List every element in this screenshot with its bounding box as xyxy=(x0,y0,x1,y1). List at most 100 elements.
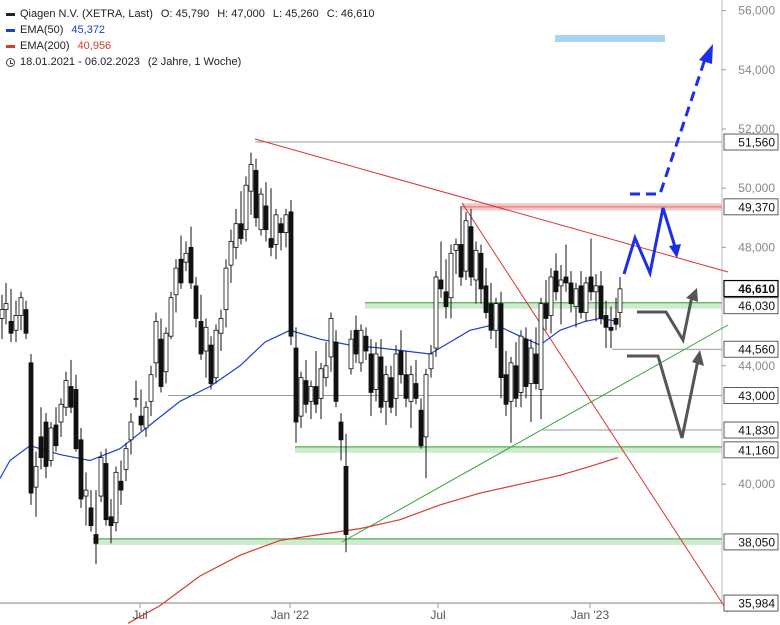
candle xyxy=(283,208,289,248)
candle-body xyxy=(0,309,5,319)
candle xyxy=(593,274,599,322)
candle xyxy=(178,235,184,289)
candle-body xyxy=(358,329,364,364)
candles xyxy=(0,152,623,565)
open-value: O: 45,790 xyxy=(160,8,210,20)
candle-body xyxy=(513,365,519,399)
consolidation-arrow xyxy=(637,295,694,345)
candle-body xyxy=(103,463,109,521)
candle xyxy=(228,229,234,283)
candle-body xyxy=(158,338,164,387)
y-axis: 56,000 54,000 52,000 50,000 48,000 44,000 40,0… xyxy=(722,4,779,612)
support-resistance-zones xyxy=(0,35,722,604)
candle-body xyxy=(43,421,49,467)
arrowhead xyxy=(686,288,698,302)
candle xyxy=(553,253,559,301)
candle-body xyxy=(18,297,24,316)
ema200-value: 40,956 xyxy=(77,40,112,52)
candle xyxy=(413,359,419,405)
candle xyxy=(78,427,84,508)
candle-body xyxy=(588,276,594,293)
candle xyxy=(293,327,299,443)
candle-body xyxy=(173,267,179,296)
candle-body xyxy=(478,252,484,290)
candle-body xyxy=(328,318,334,358)
level-label: 46,610 xyxy=(738,282,775,296)
candle xyxy=(338,413,344,461)
candle xyxy=(568,271,574,313)
candle-body xyxy=(308,386,314,402)
candle xyxy=(218,309,224,351)
candle xyxy=(528,339,534,423)
support-zone xyxy=(295,446,722,453)
candle xyxy=(118,460,124,505)
candle xyxy=(613,297,619,331)
candle-body xyxy=(273,214,279,245)
level-label: 35,984 xyxy=(738,597,775,611)
candle-body xyxy=(193,285,199,319)
candle xyxy=(308,380,314,420)
candle xyxy=(358,324,364,372)
ema50-swatch xyxy=(6,28,15,32)
candle xyxy=(163,327,169,384)
candle-body xyxy=(113,471,119,524)
candle xyxy=(368,339,374,417)
candle xyxy=(73,374,79,452)
y-tick-label: 54,000 xyxy=(738,63,775,77)
candle xyxy=(98,451,104,502)
candle xyxy=(438,241,444,298)
candle xyxy=(498,291,504,399)
candle xyxy=(13,300,19,343)
steep-downtrend-line-red xyxy=(461,202,729,613)
candle xyxy=(168,291,174,340)
candle-body xyxy=(128,421,134,441)
candle-body xyxy=(208,344,214,384)
candle xyxy=(248,152,254,215)
candle-body xyxy=(598,285,604,319)
candle-body xyxy=(617,288,623,313)
candle xyxy=(238,191,244,245)
candle xyxy=(378,339,384,414)
level-label: 38,050 xyxy=(738,535,775,549)
level-label-box xyxy=(723,279,779,298)
candle-body xyxy=(168,297,174,337)
candle-body xyxy=(498,303,504,379)
candle xyxy=(533,327,539,390)
candle xyxy=(303,359,309,414)
candle xyxy=(158,318,164,393)
ema50-value: 45,372 xyxy=(71,24,106,36)
candle xyxy=(573,282,579,328)
candle xyxy=(513,342,519,408)
candle-body xyxy=(443,291,449,307)
candle-body xyxy=(13,315,19,331)
candle xyxy=(53,407,59,452)
candle xyxy=(433,271,439,357)
candle-body xyxy=(603,315,609,328)
candle xyxy=(138,389,144,431)
candle-body xyxy=(268,238,274,248)
candle xyxy=(63,371,69,417)
low-value: L: 45,260 xyxy=(272,8,319,20)
candle xyxy=(578,271,584,319)
candle xyxy=(123,442,129,482)
candle-body xyxy=(218,318,224,334)
candle-body xyxy=(593,285,599,293)
y-tick-label: 40,000 xyxy=(738,477,775,491)
candle xyxy=(298,371,304,428)
level-label-box xyxy=(723,533,779,551)
ema200-swatch xyxy=(6,44,15,48)
candle xyxy=(0,294,5,340)
candle xyxy=(143,401,149,437)
x-tick-label: Jan '23 xyxy=(571,608,610,622)
level-label-box xyxy=(723,386,779,404)
candle xyxy=(203,318,209,378)
level-label: 46,030 xyxy=(738,299,775,313)
x-tick-label: Jul xyxy=(430,608,445,622)
candle-body xyxy=(28,362,34,494)
candle-body xyxy=(118,480,124,491)
candle-body xyxy=(573,288,579,307)
candle xyxy=(453,238,459,275)
candle xyxy=(363,327,369,360)
candle-body xyxy=(463,220,469,272)
